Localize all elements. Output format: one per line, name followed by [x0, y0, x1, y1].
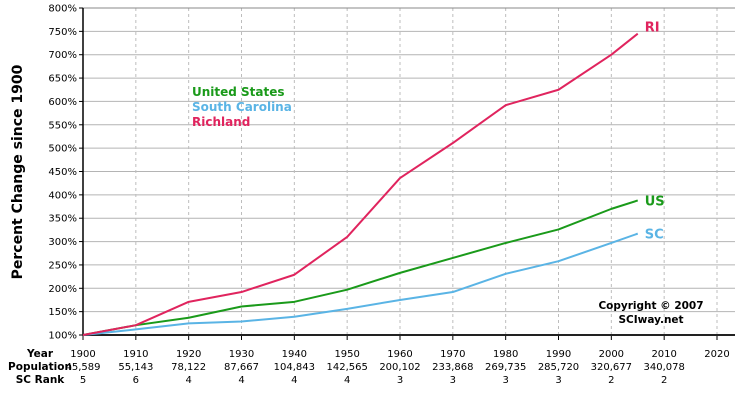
population-value: 269,735	[485, 362, 526, 373]
population-value: 104,843	[274, 362, 315, 373]
series-line-ri	[82, 32, 639, 336]
population-value: 87,667	[224, 362, 259, 373]
sc-rank-value: 2	[608, 375, 614, 386]
legend-item: United States	[192, 85, 285, 99]
sc-rank-value: 6	[133, 375, 139, 386]
y-tick-label: 150%	[48, 307, 77, 318]
x-tick-label: 2010	[651, 349, 676, 360]
x-tick-label: 2000	[599, 349, 624, 360]
table-row-label: Year	[26, 348, 54, 360]
legend-item: Richland	[192, 115, 250, 129]
y-tick-label: 300%	[48, 237, 77, 248]
x-tick-label: 1980	[493, 349, 518, 360]
table-row-label: SC Rank	[16, 374, 66, 386]
sc-rank-value: 5	[80, 375, 86, 386]
x-tick-label: 1910	[123, 349, 148, 360]
series-line-us	[82, 199, 639, 336]
x-tick-label: 1960	[387, 349, 412, 360]
sc-rank-value: 3	[555, 375, 561, 386]
x-tick-label: 1990	[546, 349, 571, 360]
y-tick-label: 250%	[48, 260, 77, 271]
y-tick-label: 750%	[48, 27, 77, 38]
y-tick-label: 550%	[48, 120, 77, 131]
sc-rank-value: 3	[397, 375, 403, 386]
population-value: 55,143	[118, 362, 153, 373]
population-value: 320,677	[591, 362, 632, 373]
population-value: 233,868	[432, 362, 473, 373]
series-line-sc	[82, 232, 639, 336]
x-tick-label: 2020	[704, 349, 729, 360]
y-tick-label: 500%	[48, 144, 77, 155]
series-end-label: SC	[645, 228, 664, 243]
sc-rank-value: 4	[344, 375, 350, 386]
y-axis-label: Percent Change since 1900	[10, 64, 26, 279]
y-tick-label: 100%	[48, 331, 77, 342]
sc-rank-value: 2	[661, 375, 667, 386]
sc-rank-value: 4	[185, 375, 191, 386]
x-tick-label: 1900	[70, 349, 95, 360]
sc-rank-value: 3	[502, 375, 508, 386]
series-end-label: US	[645, 194, 665, 209]
y-tick-label: 350%	[48, 214, 77, 225]
y-tick-label: 700%	[48, 50, 77, 61]
y-tick-label: 800%	[48, 4, 77, 15]
population-value: 285,720	[538, 362, 579, 373]
population-value: 45,589	[66, 362, 101, 373]
y-tick-label: 400%	[48, 190, 77, 201]
sc-rank-value: 3	[450, 375, 456, 386]
x-tick-label: 1930	[229, 349, 254, 360]
sc-rank-value: 4	[238, 375, 244, 386]
copyright-text: Copyright © 2007	[598, 300, 703, 312]
source-text: SCIway.net	[618, 314, 683, 326]
y-tick-label: 600%	[48, 97, 77, 108]
x-tick-label: 1940	[282, 349, 307, 360]
y-tick-label: 450%	[48, 167, 77, 178]
series-end-label: RI	[645, 21, 660, 36]
population-value: 200,102	[379, 362, 420, 373]
table-row-label: Population	[8, 361, 72, 373]
x-tick-label: 1950	[334, 349, 359, 360]
population-value: 142,565	[326, 362, 367, 373]
population-value: 78,122	[171, 362, 206, 373]
y-tick-label: 200%	[48, 284, 77, 295]
sc-rank-value: 4	[291, 375, 297, 386]
y-tick-label: 650%	[48, 74, 77, 85]
x-tick-label: 1970	[440, 349, 465, 360]
legend-item: South Carolina	[192, 100, 292, 114]
population-value: 340,078	[643, 362, 684, 373]
x-tick-label: 1920	[176, 349, 201, 360]
